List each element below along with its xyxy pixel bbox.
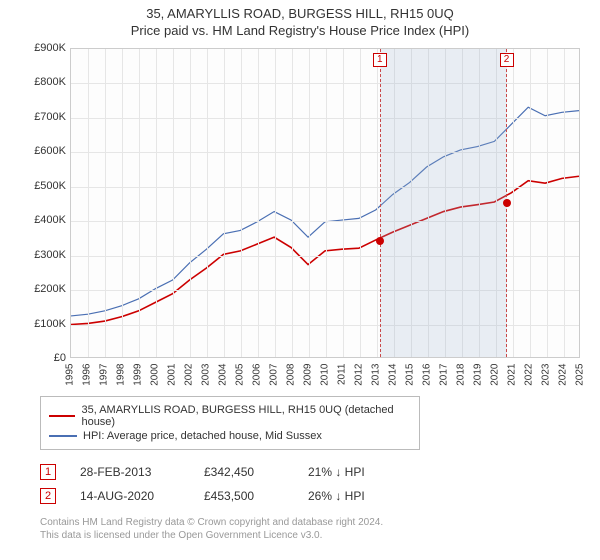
- legend-item-property: 35, AMARYLLIS ROAD, BURGESS HILL, RH15 0…: [49, 403, 411, 429]
- annotation-price: £453,500: [204, 489, 284, 503]
- x-axis-label: 2016: [422, 364, 433, 394]
- annotation-pct: 26% ↓ HPI: [308, 489, 365, 503]
- plot-area: 12 £0£100K£200K£300K£400K£500K£600K£700K…: [24, 44, 584, 384]
- gridline-vertical: [139, 49, 140, 357]
- x-axis-label: 2012: [354, 364, 365, 394]
- gridline-vertical: [156, 49, 157, 357]
- x-axis-label: 2009: [303, 364, 314, 394]
- gridline-vertical: [88, 49, 89, 357]
- legend-swatch-hpi: [49, 435, 77, 437]
- footer-line1: Contains HM Land Registry data © Crown c…: [40, 516, 590, 529]
- x-axis-label: 2018: [456, 364, 467, 394]
- gridline-vertical: [513, 49, 514, 357]
- gridline-vertical: [207, 49, 208, 357]
- x-axis-label: 2023: [541, 364, 552, 394]
- gridline-vertical: [564, 49, 565, 357]
- legend-swatch-property: [49, 415, 75, 417]
- x-axis-label: 2014: [388, 364, 399, 394]
- x-axis-label: 2003: [201, 364, 212, 394]
- x-axis-label: 2025: [575, 364, 586, 394]
- y-axis-label: £200K: [24, 283, 66, 295]
- y-axis-label: £900K: [24, 42, 66, 54]
- y-axis-label: £400K: [24, 214, 66, 226]
- gridline-vertical: [292, 49, 293, 357]
- x-axis-label: 2017: [439, 364, 450, 394]
- gridline-vertical: [173, 49, 174, 357]
- y-axis-label: £500K: [24, 180, 66, 192]
- x-axis-label: 2008: [286, 364, 297, 394]
- y-axis-label: £800K: [24, 76, 66, 88]
- chart-marker-dot-2: [503, 199, 511, 207]
- x-axis-label: 2019: [473, 364, 484, 394]
- gridline-vertical: [326, 49, 327, 357]
- x-axis-label: 2024: [558, 364, 569, 394]
- annotation-date: 14-AUG-2020: [80, 489, 180, 503]
- x-axis-label: 1997: [99, 364, 110, 394]
- gridline-vertical: [224, 49, 225, 357]
- x-axis-label: 2010: [320, 364, 331, 394]
- x-axis-label: 1998: [116, 364, 127, 394]
- x-axis-label: 2013: [371, 364, 382, 394]
- chart-title-address: 35, AMARYLLIS ROAD, BURGESS HILL, RH15 0…: [10, 6, 590, 21]
- x-axis-label: 2005: [235, 364, 246, 394]
- legend-label-hpi: HPI: Average price, detached house, Mid …: [83, 430, 322, 442]
- gridline-vertical: [547, 49, 548, 357]
- gridline-vertical: [122, 49, 123, 357]
- x-axis-label: 2000: [150, 364, 161, 394]
- footer: Contains HM Land Registry data © Crown c…: [40, 516, 590, 542]
- gridline-vertical: [309, 49, 310, 357]
- chart-subtitle: Price paid vs. HM Land Registry's House …: [10, 23, 590, 38]
- x-axis-label: 2015: [405, 364, 416, 394]
- gridline-vertical: [241, 49, 242, 357]
- x-axis-label: 2020: [490, 364, 501, 394]
- gridline-vertical: [258, 49, 259, 357]
- legend-item-hpi: HPI: Average price, detached house, Mid …: [49, 429, 411, 443]
- gridline-vertical: [377, 49, 378, 357]
- annotation-row: 1 28-FEB-2013 £342,450 21% ↓ HPI: [40, 460, 590, 484]
- footer-line2: This data is licensed under the Open Gov…: [40, 529, 590, 542]
- x-axis-label: 2007: [269, 364, 280, 394]
- y-axis-label: £100K: [24, 318, 66, 330]
- gridline-vertical: [105, 49, 106, 357]
- annotations-table: 1 28-FEB-2013 £342,450 21% ↓ HPI 2 14-AU…: [40, 460, 590, 508]
- chart-marker-1: 1: [373, 53, 387, 67]
- gridline-vertical: [530, 49, 531, 357]
- x-axis-label: 1995: [65, 364, 76, 394]
- x-axis-label: 2001: [167, 364, 178, 394]
- shaded-region: [380, 49, 507, 357]
- y-axis-label: £700K: [24, 111, 66, 123]
- annotation-date: 28-FEB-2013: [80, 465, 180, 479]
- x-axis-label: 2022: [524, 364, 535, 394]
- gridline-vertical: [343, 49, 344, 357]
- x-axis-label: 2002: [184, 364, 195, 394]
- annotation-price: £342,450: [204, 465, 284, 479]
- x-axis-label: 1996: [82, 364, 93, 394]
- x-axis-label: 2011: [337, 364, 348, 394]
- chart-marker-2: 2: [500, 53, 514, 67]
- x-axis-label: 1999: [133, 364, 144, 394]
- x-axis-label: 2021: [507, 364, 518, 394]
- x-axis-label: 2006: [252, 364, 263, 394]
- y-axis-label: £0: [24, 352, 66, 364]
- annotation-row: 2 14-AUG-2020 £453,500 26% ↓ HPI: [40, 484, 590, 508]
- plot-inner: 12: [70, 48, 580, 358]
- annotation-marker-1: 1: [40, 464, 56, 480]
- gridline-vertical: [360, 49, 361, 357]
- legend: 35, AMARYLLIS ROAD, BURGESS HILL, RH15 0…: [40, 396, 420, 450]
- gridline-vertical: [190, 49, 191, 357]
- gridline-vertical: [275, 49, 276, 357]
- y-axis-label: £600K: [24, 145, 66, 157]
- legend-label-property: 35, AMARYLLIS ROAD, BURGESS HILL, RH15 0…: [81, 404, 411, 428]
- annotation-marker-2: 2: [40, 488, 56, 504]
- chart-container: 35, AMARYLLIS ROAD, BURGESS HILL, RH15 0…: [0, 0, 600, 560]
- chart-marker-dot-1: [376, 237, 384, 245]
- x-axis-label: 2004: [218, 364, 229, 394]
- y-axis-label: £300K: [24, 249, 66, 261]
- annotation-pct: 21% ↓ HPI: [308, 465, 365, 479]
